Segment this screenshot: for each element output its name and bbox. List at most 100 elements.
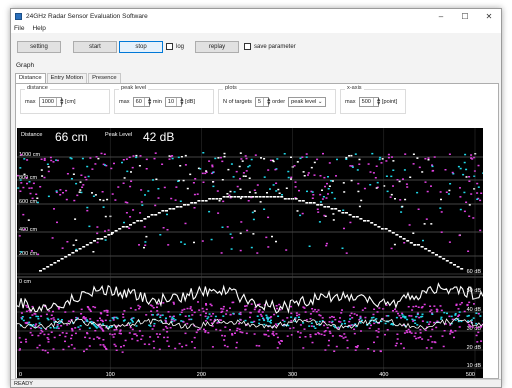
level-dot xyxy=(463,310,466,313)
level-dot xyxy=(131,321,134,323)
target-dot xyxy=(470,154,473,156)
level-dot xyxy=(159,316,162,318)
level-dot xyxy=(47,318,50,321)
menu-help[interactable]: Help xyxy=(32,24,46,32)
order-select[interactable]: peak level ⌄ xyxy=(288,97,326,107)
target-dot xyxy=(350,154,353,157)
target-dot xyxy=(72,167,75,170)
target-dot xyxy=(252,233,255,235)
level-dot xyxy=(467,324,470,326)
level-dot xyxy=(136,339,139,342)
chevron-down-icon[interactable]: ⌄ xyxy=(317,99,323,105)
distance-trace-dot xyxy=(100,238,104,240)
target-dot xyxy=(46,163,49,165)
distance-max-spinner[interactable]: ▲ ▼ xyxy=(56,97,65,107)
level-dot xyxy=(372,320,375,322)
distance-trace-dot xyxy=(373,224,377,226)
level-dot xyxy=(193,347,196,349)
log-checkbox[interactable]: log xyxy=(166,43,184,50)
maximize-button[interactable]: ☐ xyxy=(461,11,469,21)
x-axis-max-input[interactable]: 500 ▲ ▼ xyxy=(358,97,381,107)
tab-entry-motion[interactable]: Entry Motion xyxy=(46,73,88,83)
distance-trace-dot xyxy=(247,196,251,198)
level-dot xyxy=(172,315,175,317)
level-dot xyxy=(215,328,218,331)
level-dot xyxy=(317,332,320,334)
level-dot xyxy=(430,309,433,311)
level-dot xyxy=(112,319,115,321)
level-dot xyxy=(361,309,364,311)
targets-value[interactable]: 5 xyxy=(257,99,262,105)
level-dot xyxy=(180,311,183,313)
close-button[interactable]: ✕ xyxy=(485,11,493,21)
distance-trace-dot xyxy=(183,204,186,206)
peak-max-input[interactable]: 60 ▲ ▼ xyxy=(132,97,152,107)
level-dot xyxy=(111,325,113,328)
targets-input[interactable]: 5 ▲ ▼ xyxy=(254,97,272,107)
stop-button[interactable]: stop xyxy=(119,41,163,53)
level-dot xyxy=(43,333,46,336)
level-dot xyxy=(205,312,207,315)
x-axis-max-value[interactable]: 500 xyxy=(361,99,371,105)
peak-min-label: min xyxy=(152,99,162,105)
targets-spinner[interactable]: ▲ ▼ xyxy=(263,97,272,107)
log-checkbox-box[interactable] xyxy=(166,43,173,50)
level-dot xyxy=(334,326,337,329)
target-dot xyxy=(180,241,183,243)
peak-min-input[interactable]: 10 ▲ ▼ xyxy=(164,97,185,107)
minimize-button[interactable]: – xyxy=(438,11,444,21)
distance-trace-dot xyxy=(49,264,53,266)
peak-max-spinner[interactable]: ▲ ▼ xyxy=(143,97,152,107)
order-value[interactable]: peak level xyxy=(291,99,317,105)
level-dot xyxy=(290,320,293,322)
distance-trace-dot xyxy=(355,216,359,218)
plots-group: plots N of targets 5 ▲ ▼ order peak level … xyxy=(218,85,336,114)
menu-file[interactable]: File xyxy=(14,24,25,32)
distance-max-input[interactable]: 1000 ▲ ▼ xyxy=(38,97,65,107)
start-button[interactable]: start xyxy=(73,41,117,53)
level-dot xyxy=(156,310,159,312)
target-dot xyxy=(332,219,335,221)
level-dot xyxy=(302,322,305,324)
x-axis-max-spinner[interactable]: ▲ ▼ xyxy=(372,97,381,107)
target-dot xyxy=(242,172,245,174)
target-dot xyxy=(269,188,271,190)
level-dot xyxy=(475,322,478,325)
level-dot xyxy=(373,341,375,344)
level-dot xyxy=(294,317,297,319)
save-parameter-box[interactable] xyxy=(244,43,251,50)
peak-min-value[interactable]: 10 xyxy=(167,99,175,105)
peak-min-spinner[interactable]: ▲ ▼ xyxy=(176,97,185,107)
level-dot xyxy=(386,329,389,331)
level-dot xyxy=(93,324,96,326)
replay-button[interactable]: replay xyxy=(195,41,239,53)
target-dot xyxy=(333,197,336,200)
target-dot xyxy=(125,212,128,214)
target-dot xyxy=(157,188,160,190)
distance-trace-dot xyxy=(456,266,460,268)
level-dot xyxy=(170,319,173,321)
target-dot xyxy=(470,193,473,195)
target-dot xyxy=(343,227,345,230)
distance-max-value[interactable]: 1000 xyxy=(41,99,55,105)
level-dot xyxy=(263,323,266,326)
target-dot xyxy=(468,215,471,217)
level-dot xyxy=(270,316,273,318)
distance-trace-dot xyxy=(229,196,233,198)
distance-tab-panel: distance max 1000 ▲ ▼ [cm] peak level max … xyxy=(15,83,499,379)
target-dot xyxy=(49,156,52,159)
distance-trace-dot xyxy=(258,196,262,198)
level-dot xyxy=(318,314,321,316)
tab-distance[interactable]: Distance xyxy=(15,73,46,83)
level-dot xyxy=(370,317,373,319)
level-dot xyxy=(402,316,404,318)
level-dot xyxy=(292,327,295,329)
level-dot xyxy=(412,320,415,322)
level-dot xyxy=(214,315,217,318)
target-dot xyxy=(349,221,352,224)
setting-button[interactable]: setting xyxy=(17,41,61,53)
tab-presence[interactable]: Presence xyxy=(88,73,121,83)
peak-max-value[interactable]: 60 xyxy=(135,99,142,105)
save-parameter-checkbox[interactable]: save parameter xyxy=(244,43,296,50)
x-tick-label: 200 xyxy=(197,372,206,378)
